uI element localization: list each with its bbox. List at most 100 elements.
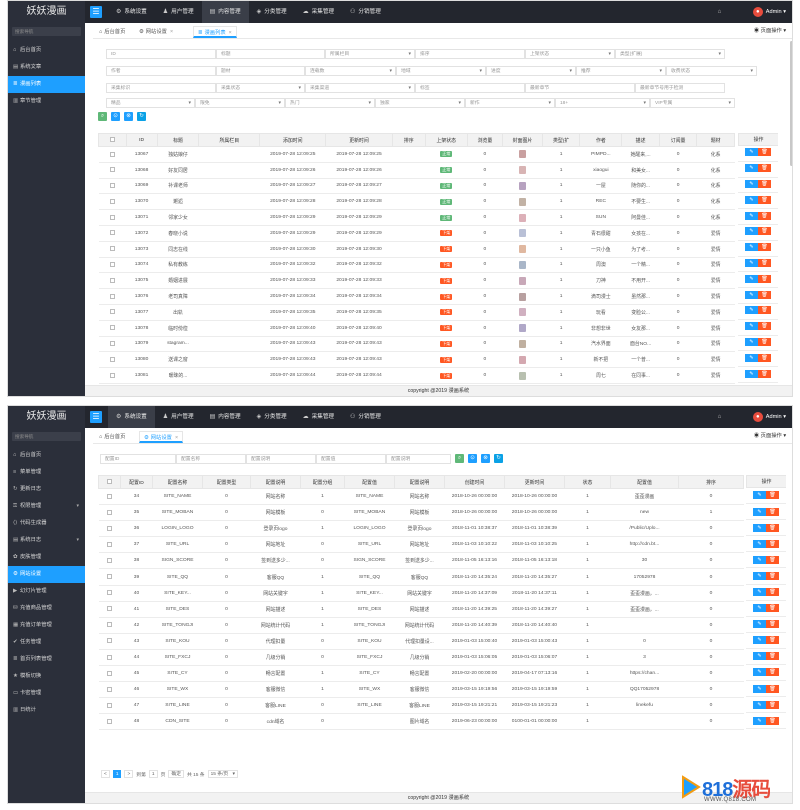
cover-thumbnail[interactable] xyxy=(518,213,526,222)
row-checkbox[interactable] xyxy=(107,493,112,499)
edit-button[interactable]: ✎ xyxy=(753,700,766,709)
row-checkbox[interactable] xyxy=(107,622,112,628)
delete-row-button[interactable]: 🗑 xyxy=(758,353,771,362)
delete-row-button[interactable]: 🗑 xyxy=(758,180,771,189)
delete-row-button[interactable]: 🗑 xyxy=(758,227,771,236)
row-checkbox[interactable] xyxy=(109,356,115,362)
lock-icon[interactable]: ⌂ xyxy=(717,9,722,15)
cover-thumbnail[interactable] xyxy=(518,276,526,285)
page-number-input[interactable]: 1 xyxy=(148,770,158,778)
table-row[interactable]: 43 SITE_KOU 0 代理扣量 0 SITE_KOU 代理扣量设... 2019-01-… xyxy=(98,633,744,650)
edit-button[interactable]: ✎ xyxy=(753,507,766,516)
confirm-button[interactable]: 确定 xyxy=(168,770,184,778)
sidebar-item[interactable]: ▭ 卡密管理 xyxy=(8,685,85,702)
delete-row-button[interactable]: 🗑 xyxy=(758,164,771,173)
delete-row-button[interactable]: 🗑 xyxy=(758,148,771,157)
delete-row-button[interactable]: 🗑 xyxy=(766,604,779,613)
table-row[interactable]: 13080 送课之窗 2019-07-28 12:09:43 2019-07-28 1… xyxy=(98,351,735,369)
delete-row-button[interactable]: 🗑 xyxy=(758,274,771,283)
row-checkbox[interactable] xyxy=(107,541,112,547)
delete-row-button[interactable]: 🗑 xyxy=(758,243,771,252)
sidebar-item[interactable]: ▥ 日统计 xyxy=(8,702,85,719)
table-row[interactable]: 13070 邂逅 2019-07-28 12:09:28 2019-07-28 12:… xyxy=(98,193,735,211)
tab-home[interactable]: ⌂ 后台首页 xyxy=(99,29,126,35)
status-badge[interactable]: 下架 xyxy=(440,309,453,316)
nav-content-management[interactable]: ▤ 内容管理 xyxy=(209,414,241,420)
status-badge[interactable]: 正常 xyxy=(440,151,453,158)
tab-site-settings[interactable]: ⚙ 网站设置 × xyxy=(139,29,174,35)
sidebar-item[interactable]: ▦ 充值订单管理 xyxy=(8,617,85,634)
delete-button[interactable]: ⊗ xyxy=(124,112,133,121)
sidebar-item-articles[interactable]: ▤ 系统文章 xyxy=(8,59,85,76)
edit-button[interactable]: ✎ xyxy=(753,668,766,677)
lock-icon[interactable]: ⌂ xyxy=(717,414,722,420)
sidebar-search-input[interactable]: 搜索导航 xyxy=(12,27,81,36)
cover-thumbnail[interactable] xyxy=(518,355,526,364)
delete-row-button[interactable]: 🗑 xyxy=(758,369,771,378)
close-icon[interactable]: × xyxy=(228,30,232,36)
edit-button[interactable]: ✎ xyxy=(753,620,766,629)
edit-button[interactable]: ✎ xyxy=(753,571,766,580)
cover-thumbnail[interactable] xyxy=(518,181,526,190)
edit-button[interactable]: ✎ xyxy=(745,337,758,346)
row-checkbox[interactable] xyxy=(109,246,115,252)
edit-button[interactable]: ✎ xyxy=(745,274,758,283)
delete-button[interactable]: ⊗ xyxy=(481,454,490,463)
sidebar-item[interactable]: ✿ 皮肤管理 xyxy=(8,549,85,566)
nav-distribution-management[interactable]: ⚇ 分销管理 xyxy=(350,414,381,420)
edit-button[interactable]: ✎ xyxy=(745,290,758,299)
filter-field[interactable]: 采集渠道 ▾ xyxy=(305,83,415,93)
sidebar-item[interactable]: ▤ 系统日志 ▾ xyxy=(8,532,85,549)
delete-row-button[interactable]: 🗑 xyxy=(766,620,779,629)
sidebar-item-home[interactable]: ⌂ 后台首页 xyxy=(8,42,85,59)
status-badge[interactable]: 下架 xyxy=(440,340,453,347)
delete-row-button[interactable]: 🗑 xyxy=(766,571,779,580)
table-row[interactable]: 13075 婚姻进展 2019-07-28 12:09:33 2019-07-28 1… xyxy=(98,272,735,290)
table-row[interactable]: 13067 独姑娘仔 2019-07-28 12:09:25 2019-07-28 1… xyxy=(98,146,735,163)
cover-thumbnail[interactable] xyxy=(518,324,526,333)
avatar[interactable]: ● xyxy=(752,6,763,17)
close-icon[interactable]: × xyxy=(174,435,179,441)
filter-field[interactable]: 排序 xyxy=(415,49,525,59)
status-badge[interactable]: 正常 xyxy=(440,182,453,189)
user-name[interactable]: Admin xyxy=(765,9,782,15)
table-row[interactable]: 45 SITE_CY 0 畅言配置 1 SITE_CY 畅言配置 2019-02-20 00:… xyxy=(98,665,744,683)
filter-field[interactable]: 热门 ▾ xyxy=(285,98,375,108)
page-size-select[interactable]: 15 条/页 ▾ xyxy=(207,770,238,778)
tab-comic-list[interactable]: ≣ 漫画列表 × xyxy=(193,26,237,38)
delete-row-button[interactable]: 🗑 xyxy=(766,684,779,693)
table-row[interactable]: 13069 补课老师 2019-07-28 12:09:27 2019-07-28 1… xyxy=(98,178,735,195)
status-badge[interactable]: 下架 xyxy=(440,372,453,379)
edit-button[interactable]: ✎ xyxy=(753,636,766,645)
nav-user-management[interactable]: ♟ 用户管理 xyxy=(162,9,194,15)
row-checkbox[interactable] xyxy=(109,293,115,299)
filter-field[interactable]: 所属栏目 ▾ xyxy=(325,49,415,59)
page-operations-menu[interactable]: ◉ 页面操作 ▾ xyxy=(753,433,786,439)
edit-button[interactable]: ✎ xyxy=(753,491,766,500)
nav-system-settings[interactable]: ⚙ 系统设置 xyxy=(116,9,147,15)
nav-user-management[interactable]: ♟ 用户管理 xyxy=(162,414,194,420)
delete-row-button[interactable]: 🗑 xyxy=(758,259,771,267)
row-checkbox[interactable] xyxy=(107,509,112,515)
table-row[interactable]: 13072 春晓小说 2019-07-28 12:09:29 2019-07-28 1… xyxy=(98,225,735,242)
nav-collect-management[interactable]: ☁ 采集管理 xyxy=(302,414,335,420)
filter-field[interactable]: VIP专属 ▾ xyxy=(650,98,735,108)
delete-row-button[interactable]: 🗑 xyxy=(766,668,779,677)
delete-row-button[interactable]: 🗑 xyxy=(766,652,779,661)
filter-field[interactable]: 地域 ▾ xyxy=(396,66,486,76)
table-row[interactable]: 37 SITE_URL 0 网站地址 0 SITE_URL 网站地址 2018-11-03 1… xyxy=(98,536,744,554)
sidebar-item[interactable]: ⟨⟩ 代码生成器 xyxy=(8,515,85,532)
edit-button[interactable]: ✎ xyxy=(753,604,766,613)
filter-field[interactable]: 标签 xyxy=(415,83,525,93)
sidebar-item[interactable]: ✔ 任务管理 xyxy=(8,634,85,651)
cover-thumbnail[interactable] xyxy=(518,166,526,175)
table-row[interactable]: 35 SITE_MOBAN 0 网站模板 0 SITE_MOBAN 网站模板 2018-10-… xyxy=(98,504,744,522)
edit-button[interactable]: ✎ xyxy=(753,523,766,532)
status-badge[interactable]: 下架 xyxy=(440,277,453,284)
row-checkbox[interactable] xyxy=(107,525,112,531)
cover-thumbnail[interactable] xyxy=(518,150,526,159)
status-badge[interactable]: 下架 xyxy=(440,230,453,237)
filter-field[interactable]: 题材 xyxy=(216,66,305,76)
table-row[interactable]: 13071 邻家少女 2019-07-28 12:09:29 2019-07-28 1… xyxy=(98,209,735,226)
search-button[interactable]: ⌕ xyxy=(455,454,464,463)
